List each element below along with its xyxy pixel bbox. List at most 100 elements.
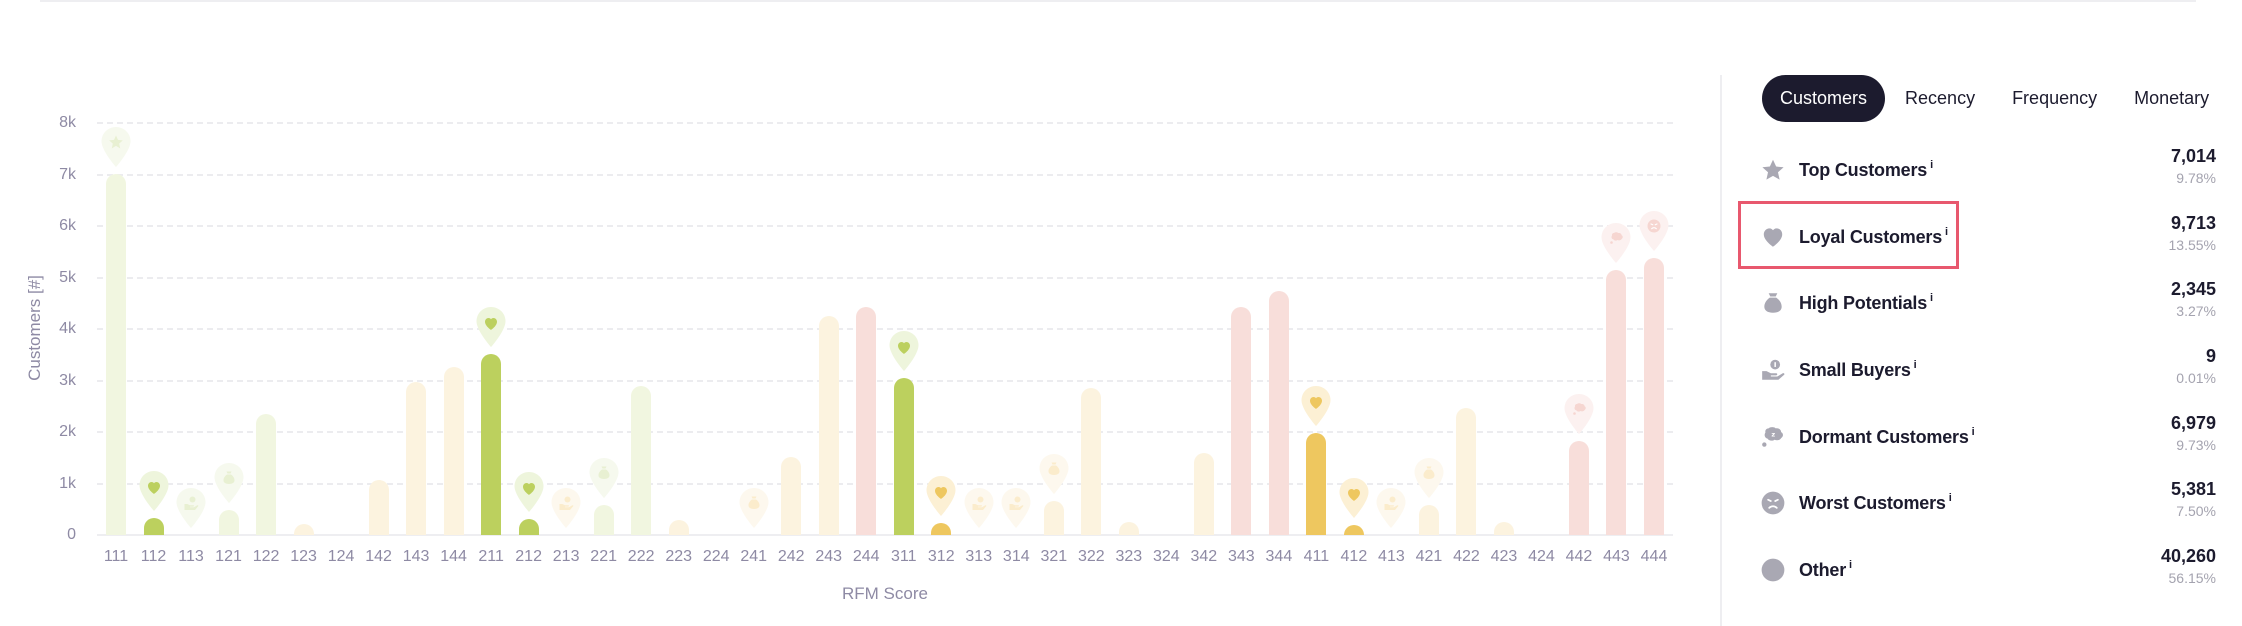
y-tick-label: 2k — [59, 423, 76, 440]
bar-243[interactable] — [818, 315, 839, 535]
segment-percent: 0.01% — [2176, 370, 2216, 386]
bar-122[interactable] — [256, 414, 277, 535]
segment-row-worst-customers[interactable]: Worst Customers i 5,381 7.50% — [1760, 473, 2216, 533]
segment-label: Worst Customers i — [1799, 492, 1952, 513]
sleep-bubble-icon: z — [1760, 424, 1786, 450]
money-bag-pin-icon — [1038, 453, 1070, 495]
bar-323[interactable] — [1118, 521, 1139, 535]
info-icon[interactable]: i — [1930, 159, 1933, 171]
bar-443[interactable] — [1606, 269, 1627, 535]
segment-row-top-customers[interactable]: Top Customers i 7,014 9.78% — [1760, 140, 2216, 200]
bar-142[interactable] — [368, 479, 389, 535]
bar-212[interactable] — [518, 518, 539, 535]
bar-421[interactable] — [1418, 505, 1439, 535]
x-tick-label: 444 — [1640, 548, 1668, 565]
bar-112[interactable] — [143, 518, 164, 535]
tab-frequency[interactable]: Frequency — [2012, 88, 2098, 108]
bar-244[interactable] — [856, 307, 877, 535]
bar-342[interactable] — [1193, 453, 1214, 535]
segment-count: 7,014 — [2170, 146, 2216, 166]
bar-223[interactable] — [668, 520, 689, 535]
bar-144[interactable] — [443, 367, 464, 535]
segment-percent: 13.55% — [2168, 237, 2216, 253]
x-tick-label: 323 — [1115, 548, 1143, 565]
bar-221[interactable] — [593, 505, 614, 535]
x-tick-label: 344 — [1265, 548, 1293, 565]
x-tick-label: 422 — [1453, 548, 1480, 565]
x-tick-label: 224 — [702, 548, 730, 565]
x-tick-label: 342 — [1190, 548, 1218, 565]
segment-label: Small Buyers i — [1799, 359, 1917, 380]
info-icon[interactable]: i — [1930, 292, 1933, 304]
bar-321[interactable] — [1043, 501, 1064, 535]
segment-row-loyal-customers[interactable]: Loyal Customers i 9,713 13.55% — [1760, 207, 2216, 267]
x-tick-label: 313 — [965, 548, 993, 565]
segment-row-small-buyers[interactable]: Small Buyers i 9 0.01% — [1760, 340, 2216, 400]
bar-312[interactable] — [931, 523, 952, 535]
bar-343[interactable] — [1231, 307, 1252, 535]
info-icon[interactable]: i — [1849, 559, 1852, 571]
x-tick-label: 343 — [1228, 548, 1255, 565]
bar-344[interactable] — [1268, 291, 1289, 535]
x-tick-label: 222 — [627, 548, 655, 565]
bar-222[interactable] — [631, 385, 652, 535]
x-tick-label: 241 — [740, 548, 768, 565]
segment-label: Loyal Customers i — [1799, 226, 1948, 247]
tab-monetary[interactable]: Monetary — [2134, 88, 2210, 108]
info-icon[interactable]: i — [1971, 426, 1975, 438]
info-icon[interactable]: i — [1948, 492, 1952, 504]
segment-count: 2,345 — [2170, 279, 2216, 299]
bar-444[interactable] — [1644, 257, 1664, 535]
bar-143[interactable] — [406, 381, 427, 535]
gridline — [97, 431, 1673, 433]
info-icon[interactable]: i — [1913, 359, 1917, 371]
segment-row-other[interactable]: Other i 40,260 56.15% — [1760, 540, 2216, 600]
bar-311[interactable] — [893, 377, 914, 535]
tab-customers[interactable]: Customers — [1762, 75, 1886, 122]
gridline — [97, 173, 1673, 176]
bar-121[interactable] — [218, 510, 239, 535]
x-tick-label: 244 — [852, 548, 880, 565]
money-bag-icon — [1760, 290, 1786, 316]
bar-412[interactable] — [1343, 524, 1364, 535]
segment-row-dormant-customers[interactable]: z Dormant Customers i 6,979 9.73% — [1760, 407, 2216, 467]
metric-tabs: Customers Recency Frequency Monetary — [1762, 75, 2226, 122]
heart-pin-icon — [138, 470, 170, 512]
star-pin-icon — [100, 126, 132, 168]
bar-411[interactable] — [1306, 433, 1327, 535]
bar-322[interactable] — [1081, 387, 1102, 535]
bar-422[interactable] — [1456, 408, 1477, 535]
gridline — [97, 482, 1673, 485]
x-tick-label: 123 — [290, 548, 317, 565]
heart-pin-icon — [925, 475, 957, 517]
segment-row-high-potentials[interactable]: High Potentials i 2,345 3.27% — [1760, 273, 2216, 333]
bar-111[interactable] — [106, 173, 126, 535]
x-tick-label: 322 — [1077, 548, 1105, 565]
x-tick-label: 243 — [815, 548, 843, 565]
info-icon[interactable]: i — [1945, 226, 1948, 238]
bar-123[interactable] — [293, 523, 314, 535]
x-tick-label: 411 — [1303, 548, 1330, 565]
x-tick-label: 443 — [1603, 548, 1630, 565]
x-tick-label: 121 — [215, 548, 242, 565]
heart-pin-icon — [888, 330, 920, 372]
bar-211[interactable] — [481, 353, 502, 535]
segment-label: Other i — [1799, 559, 1852, 580]
bar-442[interactable] — [1568, 440, 1589, 535]
segment-count: 9 — [2205, 346, 2216, 366]
x-tick-label: 314 — [1002, 548, 1030, 565]
x-tick-label: 113 — [178, 548, 204, 565]
bar-423[interactable] — [1493, 521, 1514, 535]
x-tick-label: 424 — [1528, 548, 1555, 565]
hand-coin-pin-icon — [1000, 487, 1032, 529]
tab-recency[interactable]: Recency — [1905, 88, 1976, 108]
bar-242[interactable] — [781, 456, 802, 535]
heart-pin-icon — [513, 471, 545, 513]
x-tick-label: 412 — [1340, 548, 1368, 565]
y-tick-label: 3k — [59, 371, 76, 389]
x-tick-label: 212 — [515, 548, 542, 565]
hand-coin-pin-icon — [963, 487, 995, 529]
segment-percent: 9.73% — [2176, 437, 2216, 453]
y-tick-label: 1k — [59, 474, 76, 492]
top-divider — [40, 0, 2196, 2]
